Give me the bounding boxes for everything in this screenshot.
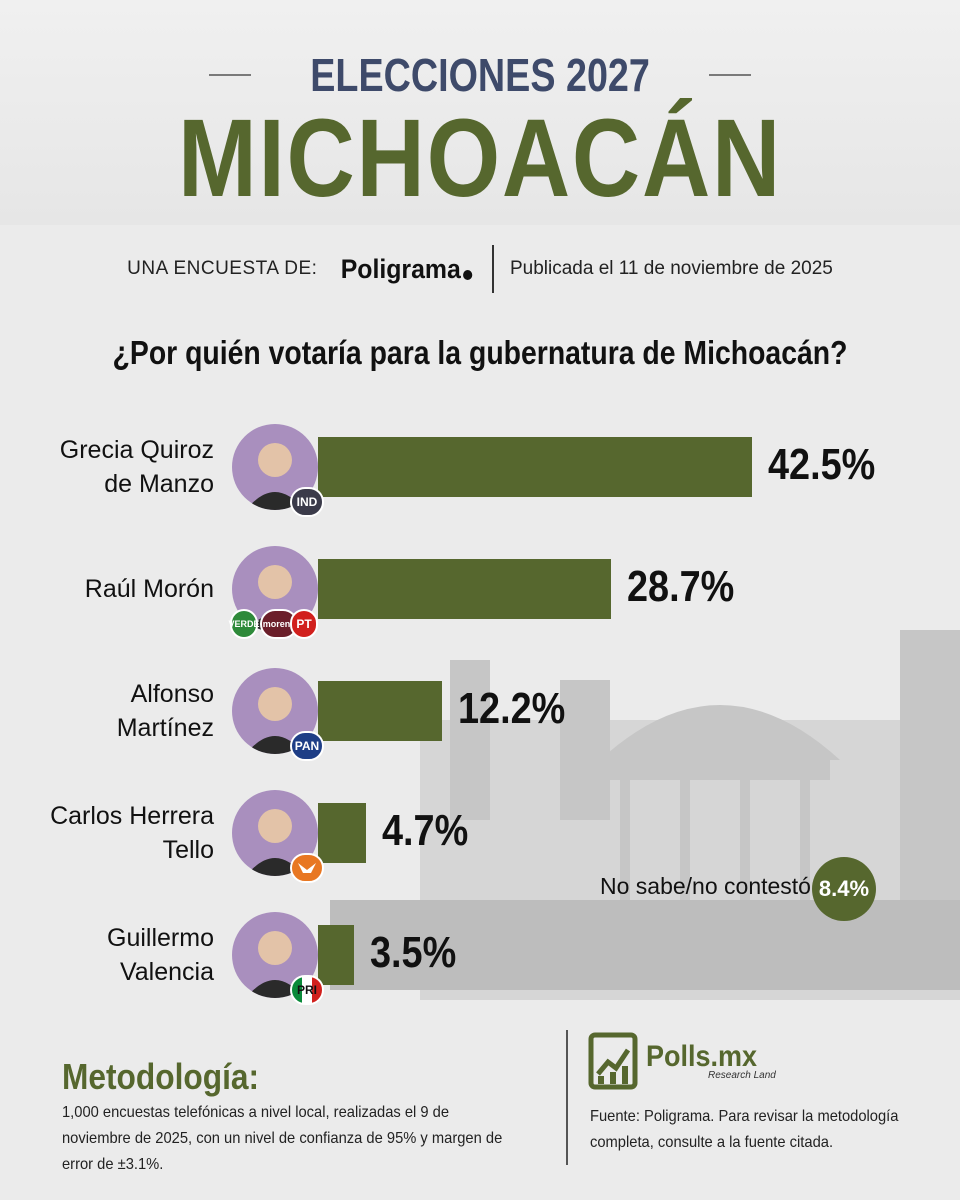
candidate-name: Carlos Herrera Tello [14,799,214,867]
data-label: 3.5% [369,928,456,977]
pt-icon: PT [290,609,318,639]
person-icon [246,809,304,876]
candidate-name-line: Tello [162,836,214,864]
data-label: 42.5% [767,440,875,489]
data-label: 12.2% [458,684,566,733]
data-label: 28.7% [626,562,735,611]
divider [208,74,251,76]
header-band [0,0,960,225]
candidate-name-line: Martínez [116,714,214,742]
candidate-name-line: de Manzo [104,470,214,498]
verde-icon: VERDE [229,609,260,639]
bar [318,681,443,741]
page-title: MICHOACÁN [177,97,783,220]
brand-name: Polls.mx [646,1040,758,1073]
bar [318,559,611,619]
pollster-logo: Poligrama [341,253,473,285]
candidate-avatar [232,790,318,876]
published-date: Publicada el 11 de noviembre de 2025 [509,258,833,279]
divider [491,245,494,293]
source-text: Fuente: Poligrama. Para revisar la metod… [590,1108,899,1151]
candidate-name: Guillermo Valencia [14,921,214,989]
candidate-name-line: Grecia Quiroz [59,436,214,464]
person-icon [246,687,304,754]
methodology-text: 1,000 encuestas telefónicas a nivel loca… [62,1104,503,1173]
candidate-name-line: Valencia [119,958,214,986]
bar [318,437,752,497]
data-label: 4.7% [381,806,469,855]
candidate-name-line: Alfonso [130,680,214,708]
candidate-name-line: Guillermo [107,924,214,952]
movimiento-ciudadano-icon [290,853,324,883]
divider [566,1030,568,1165]
logo-dot-icon [463,269,473,280]
survey-label: UNA ENCUESTA DE: [127,258,318,279]
pollster-name: Poligrama [341,253,462,284]
divider [709,74,752,76]
no-answer-value: 8.4% [812,857,876,921]
person-icon [246,443,304,510]
bar [318,803,366,863]
candidate-name: Raúl Morón [14,572,214,606]
survey-info: UNA ENCUESTA DE: Poligrama Publicada el … [0,244,960,294]
candidate-name: Grecia Quiroz de Manzo [14,433,214,501]
no-answer-label: No sabe/no contestó [600,873,811,899]
person-icon [246,931,304,998]
pan-icon: PAN [290,731,324,761]
candidate-name-line: Raúl Morón [84,575,214,603]
eagle-icon [298,863,316,873]
candidate-name: Alfonso Martínez [14,677,214,745]
ind-icon: IND [290,487,324,517]
methodology-title: Metodología: [62,1056,260,1097]
chart-title: ¿Por quién votaría para la gubernatura d… [112,334,848,371]
pri-icon: PRI [290,975,324,1005]
kicker-row: ELECCIONES 2027 [0,48,960,102]
brand-subtitle: Research Land [708,1070,776,1081]
candidate-name-line: Carlos Herrera [50,802,214,830]
polls-mx-logo-icon [588,1032,638,1090]
kicker-title: ELECCIONES 2027 [310,49,650,101]
bar [318,925,354,985]
